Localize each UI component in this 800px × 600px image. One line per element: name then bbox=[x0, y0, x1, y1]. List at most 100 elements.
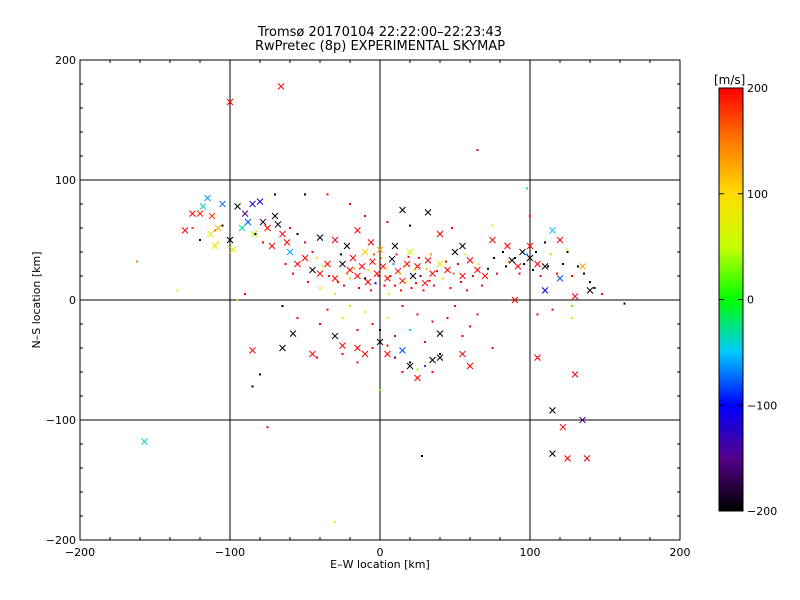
scatter-dot-point bbox=[539, 275, 542, 277]
scatter-dot-point bbox=[562, 263, 564, 265]
scatter-x-point bbox=[367, 239, 375, 246]
scatter-dot-point bbox=[425, 267, 428, 270]
scatter-dot-point bbox=[422, 289, 425, 292]
scatter-dot-point bbox=[460, 281, 462, 283]
x-tick-label: −200 bbox=[65, 546, 95, 559]
scatter-dot-point bbox=[583, 272, 585, 275]
scatter-dot-point bbox=[466, 289, 468, 292]
scatter-dot-point bbox=[514, 257, 516, 259]
scatter-x-point bbox=[526, 254, 534, 262]
scatter-x-point bbox=[579, 263, 586, 270]
scatter-dot-point bbox=[439, 353, 441, 355]
scatter-x-point bbox=[331, 236, 339, 244]
scatter-x-point bbox=[361, 350, 369, 358]
scatter-dot-point bbox=[451, 227, 453, 229]
scatter-dot-point bbox=[386, 344, 389, 347]
scatter-x-point bbox=[414, 263, 421, 270]
scatter-dot-point bbox=[491, 224, 494, 227]
scatter-x-point bbox=[421, 279, 429, 287]
scatter-dot-point bbox=[334, 293, 336, 295]
scatter-x-point bbox=[511, 296, 519, 304]
scatter-dot-point bbox=[386, 317, 389, 319]
scatter-dot-point bbox=[367, 269, 369, 271]
scatter-x-point bbox=[339, 260, 346, 268]
scatter-dot-point bbox=[371, 347, 374, 349]
scatter-x-point bbox=[289, 330, 297, 337]
scatter-dot-point bbox=[398, 272, 401, 275]
scatter-x-point bbox=[541, 263, 549, 270]
scatter-dot-point bbox=[319, 323, 321, 325]
scatter-dot-point bbox=[337, 281, 339, 283]
scatter-x-point bbox=[519, 248, 526, 256]
scatter-dot-point bbox=[478, 263, 480, 265]
scatter-dot-point bbox=[589, 281, 591, 283]
scatter-x-point bbox=[358, 263, 366, 270]
scatter-x-point bbox=[204, 194, 211, 202]
scatter-dot-point bbox=[311, 251, 314, 253]
scatter-x-point bbox=[354, 344, 361, 352]
scatter-x-point bbox=[514, 263, 522, 270]
scatter-dot-point bbox=[508, 260, 510, 263]
scatter-x-point bbox=[208, 212, 216, 220]
scatter-x-point bbox=[141, 438, 148, 445]
scatter-dot-point bbox=[401, 305, 404, 307]
scatter-x-point bbox=[279, 230, 286, 238]
scatter-dot-point bbox=[536, 313, 539, 316]
scatter-x-point bbox=[331, 332, 339, 340]
scatter-x-point bbox=[316, 270, 324, 277]
scatter-dot-point bbox=[289, 227, 291, 229]
scatter-dot-point bbox=[199, 239, 201, 241]
scatter-dot-point bbox=[395, 253, 398, 256]
scatter-dot-point bbox=[556, 272, 558, 275]
scatter-dot-point bbox=[383, 284, 386, 287]
scatter-x-point bbox=[534, 354, 541, 361]
scatter-dot-point bbox=[400, 289, 402, 292]
scatter-dot-point bbox=[386, 221, 389, 223]
scatter-dot-point bbox=[385, 267, 387, 270]
scatter-dot-point bbox=[601, 293, 603, 295]
scatter-dot-point bbox=[476, 149, 479, 151]
scatter-dot-point bbox=[409, 329, 411, 331]
scatter-dot-point bbox=[379, 329, 381, 331]
scatter-x-point bbox=[429, 356, 436, 364]
chart-title: Tromsø 20170104 22:22:00–22:23:43 bbox=[257, 25, 503, 40]
scatter-dot-point bbox=[551, 308, 554, 311]
y-tick-label: 0 bbox=[69, 294, 76, 307]
scatter-x-point bbox=[331, 275, 339, 282]
scatter-x-point bbox=[424, 257, 432, 264]
scatter-dot-point bbox=[217, 241, 219, 244]
x-tick-label: −100 bbox=[215, 546, 245, 559]
scatter-dot-point bbox=[445, 260, 447, 263]
scatter-x-point bbox=[189, 210, 196, 217]
scatter-dot-point bbox=[526, 187, 528, 190]
scatter-dot-point bbox=[343, 284, 345, 287]
scatter-dot-point bbox=[379, 389, 381, 391]
scatter-dot-point bbox=[418, 257, 420, 259]
scatter-dot-point bbox=[304, 241, 306, 244]
scatter-dot-point bbox=[416, 313, 419, 316]
scatter-x-point bbox=[429, 270, 436, 277]
scatter-x-point bbox=[583, 455, 591, 462]
scatter-x-point bbox=[264, 224, 271, 232]
scatter-dot-point bbox=[416, 368, 419, 371]
scatter-dot-point bbox=[254, 233, 257, 235]
scatter-dot-point bbox=[251, 385, 254, 388]
scatter-dot-point bbox=[236, 299, 239, 301]
scatter-dot-point bbox=[404, 281, 407, 283]
scatter-dot-point bbox=[316, 257, 318, 259]
scatter-dot-point bbox=[292, 272, 294, 275]
scatter-dot-point bbox=[419, 275, 422, 277]
x-tick-label: 200 bbox=[670, 546, 691, 559]
scatter-dot-point bbox=[334, 521, 336, 523]
scatter-x-point bbox=[309, 350, 316, 358]
scatter-dot-point bbox=[392, 263, 395, 265]
scatter-x-point bbox=[409, 272, 417, 280]
scatter-dot-point bbox=[349, 203, 351, 205]
scatter-x-point bbox=[571, 293, 579, 300]
scatter-dot-point bbox=[304, 193, 306, 196]
scatter-dot-point bbox=[340, 253, 342, 256]
scatter-x-point bbox=[277, 83, 285, 90]
colorbar-label: [m/s] bbox=[714, 73, 745, 87]
scatter-dot-point bbox=[571, 275, 573, 277]
